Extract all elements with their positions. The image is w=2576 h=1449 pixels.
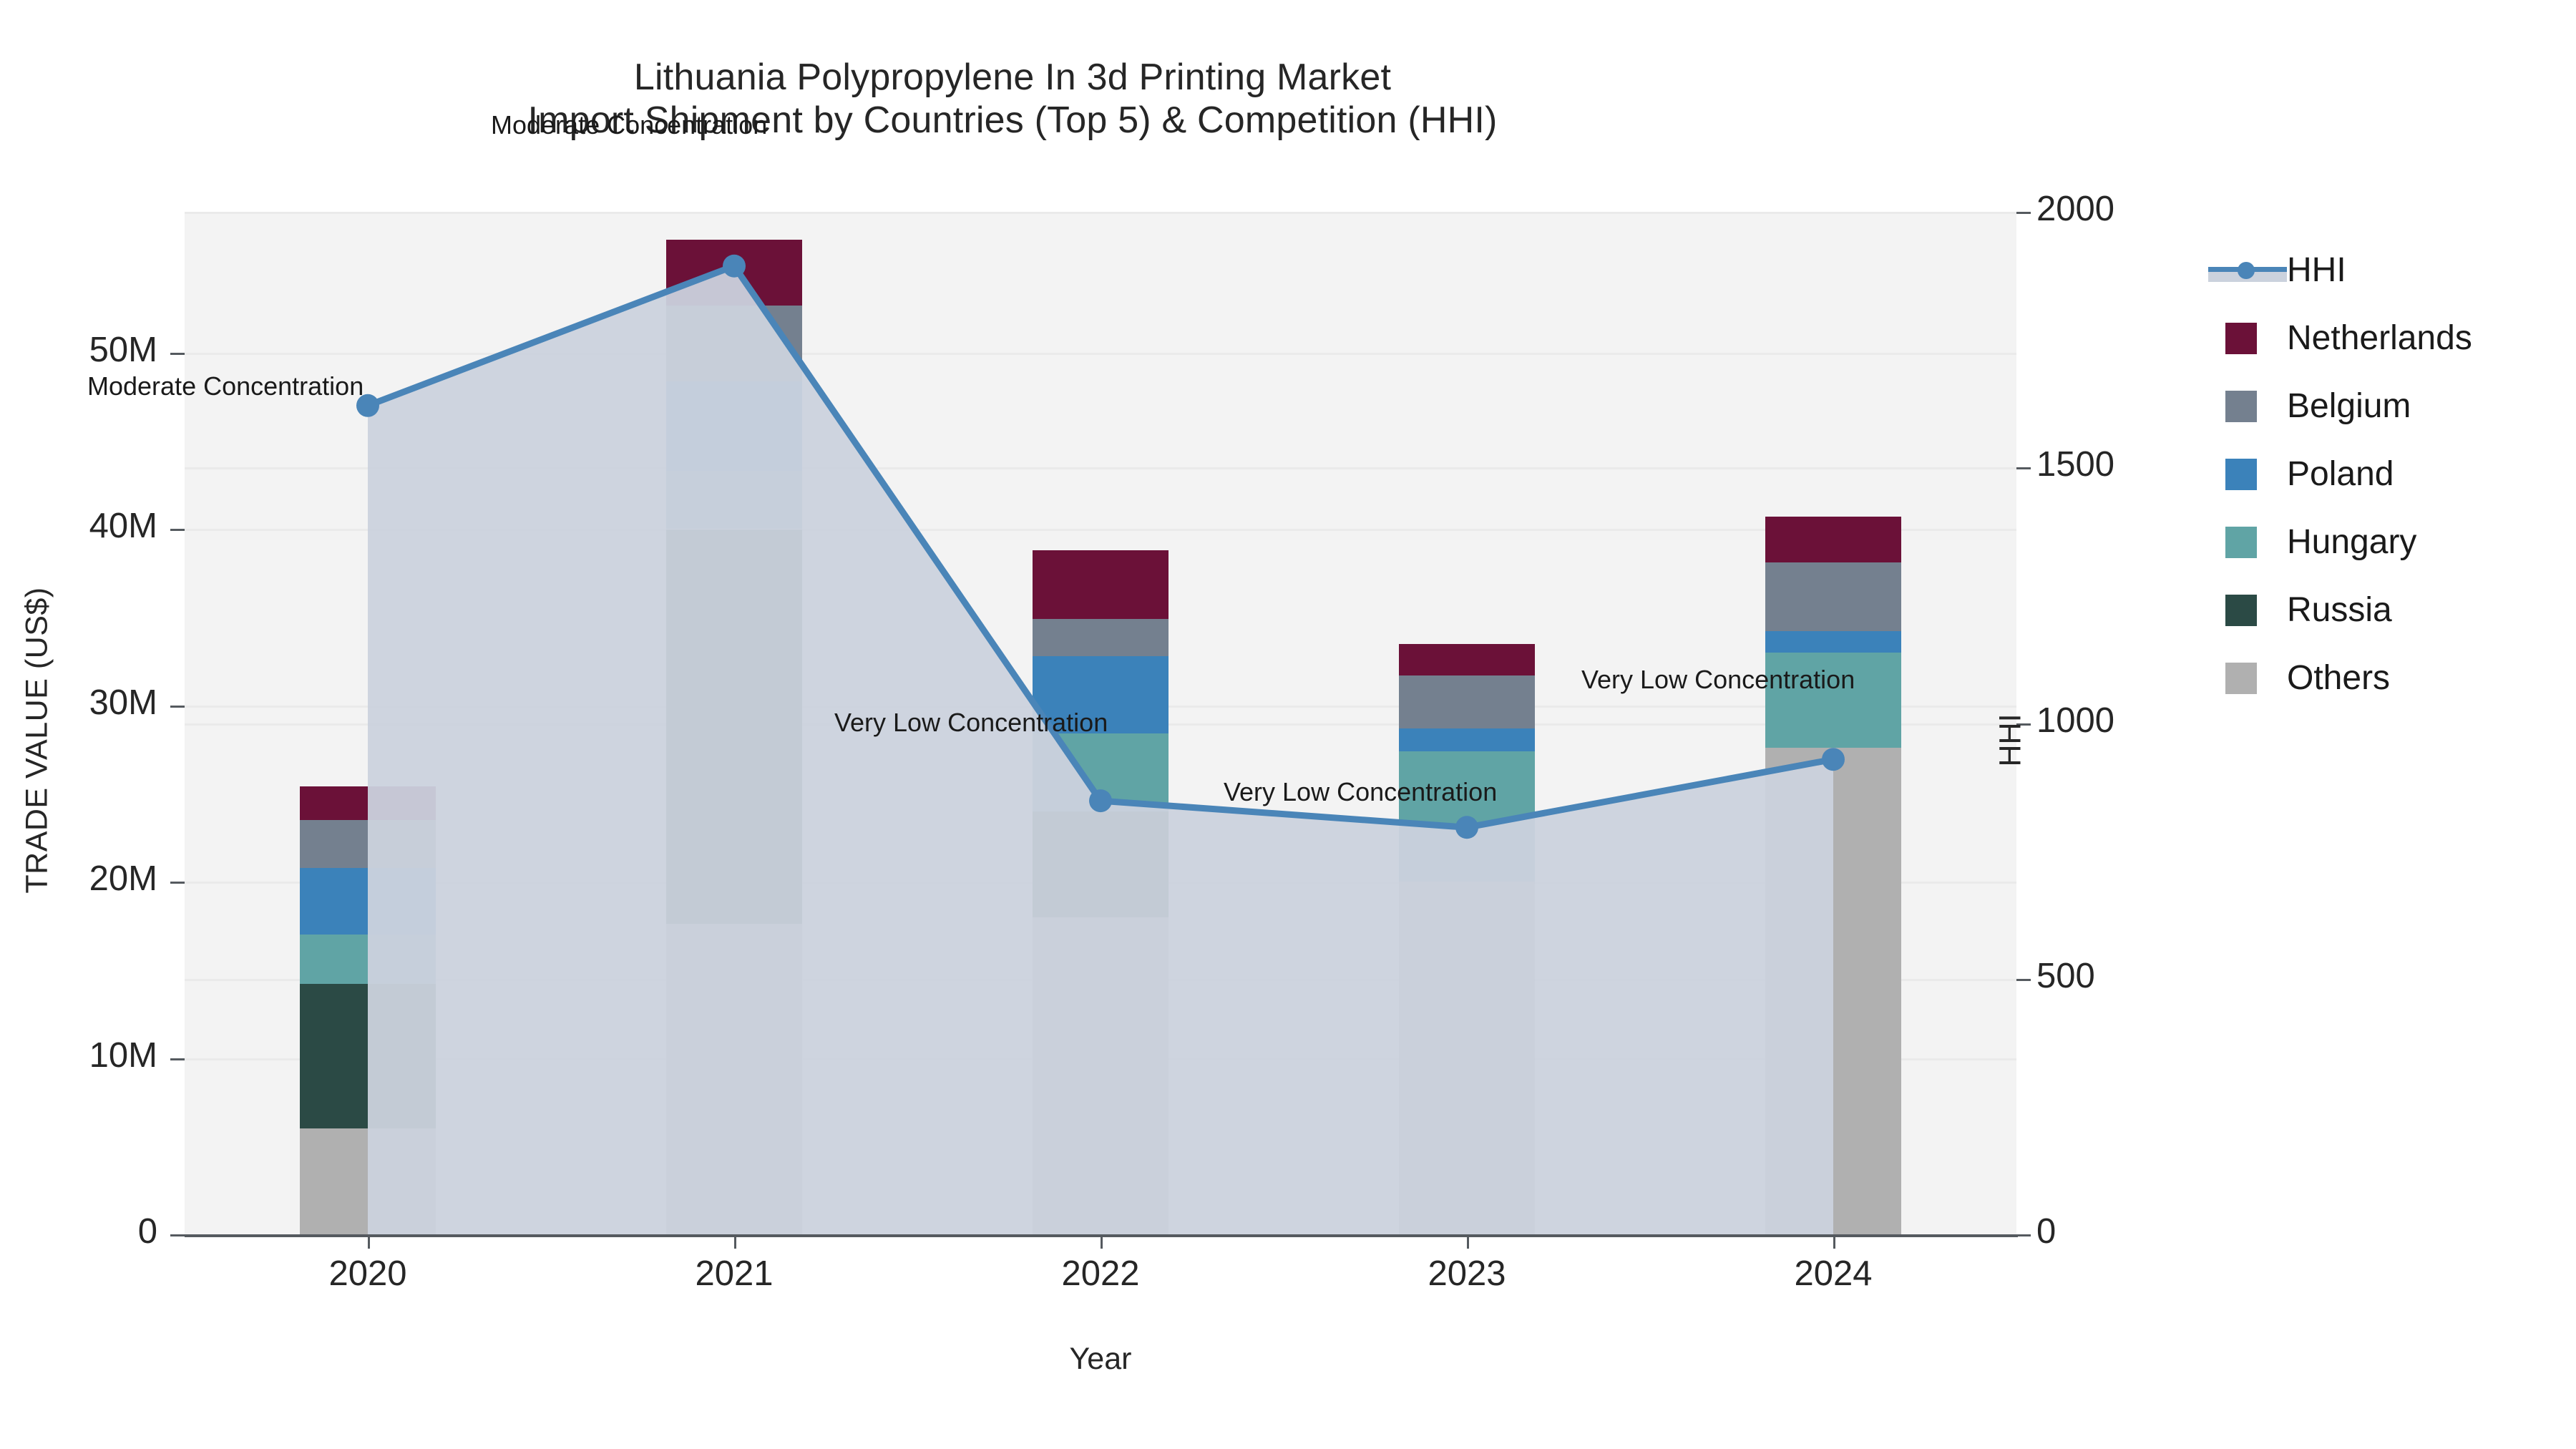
legend-item-others[interactable]: Others: [2208, 644, 2566, 712]
legend-label-belgium: Belgium: [2287, 387, 2411, 425]
legend-item-belgium[interactable]: Belgium: [2208, 372, 2566, 440]
y-tick-left: [170, 1234, 185, 1236]
y-tick-right: [2016, 723, 2031, 726]
hhi-marker-2024[interactable]: [1822, 748, 1845, 771]
hhi-marker-2023[interactable]: [1455, 816, 1478, 839]
y-tick-label-40M: 40M: [89, 507, 157, 546]
hhi-marker-2021[interactable]: [723, 254, 746, 278]
gridline-secondary: [185, 467, 2016, 470]
legend-label-netherlands: Netherlands: [2287, 319, 2472, 357]
hhi-marker-2020[interactable]: [356, 394, 379, 417]
chart-legend: HHI Netherlands Belgium Poland Hungary Russia…: [2208, 236, 2566, 712]
y2-tick-label-1000: 1000: [2036, 701, 2115, 740]
hhi-marker-2022[interactable]: [1089, 789, 1112, 813]
y-tick-label-0: 0: [137, 1212, 157, 1251]
y-axis-left-title: TRADE VALUE (US$): [19, 587, 54, 894]
hhi-line-series: [356, 254, 1845, 1235]
y-tick-label-20M: 20M: [89, 859, 157, 899]
y-tick-label-50M: 50M: [89, 331, 157, 370]
chart-subtitle-line-2: Import Shipment by Countries (Top 5) & C…: [527, 99, 1498, 142]
x-tick: [1101, 1237, 1103, 1249]
legend-swatch-others: [2225, 662, 2257, 694]
legend-item-hungary[interactable]: Hungary: [2208, 508, 2566, 576]
legend-swatch-russia: [2225, 594, 2257, 626]
y-tick-left: [170, 1058, 185, 1060]
bar-segment-netherlands[interactable]: [1399, 643, 1535, 675]
hhi-area-fill: [368, 265, 1833, 1235]
y-tick-right: [2016, 467, 2031, 470]
legend-line-icon: [2208, 255, 2287, 286]
x-tick: [734, 1237, 736, 1249]
bar-segment-belgium[interactable]: [1765, 562, 1901, 632]
x-axis-line: [185, 1234, 2018, 1237]
annotation-2020: Moderate Concentration: [87, 371, 364, 401]
legend-item-netherlands[interactable]: Netherlands: [2208, 304, 2566, 372]
bar-segment-netherlands[interactable]: [1033, 550, 1169, 620]
y-tick-label-30M: 30M: [89, 683, 157, 722]
legend-label-poland: Poland: [2287, 455, 2394, 493]
bar-segment-poland[interactable]: [1033, 655, 1169, 734]
x-tick: [1467, 1237, 1469, 1249]
x-tick-label-2021: 2021: [695, 1254, 774, 1293]
bar-segment-belgium[interactable]: [1033, 619, 1169, 656]
y-tick-left: [170, 529, 185, 532]
y-tick-right: [2016, 978, 2031, 981]
annotation-2023: Very Low Concentration: [1224, 777, 1498, 807]
x-tick-label-2022: 2022: [1061, 1254, 1140, 1293]
legend-swatch-hungary: [2225, 526, 2257, 558]
legend-item-hhi[interactable]: HHI: [2208, 236, 2566, 304]
x-tick-label-2023: 2023: [1428, 1254, 1506, 1293]
x-tick-label-2024: 2024: [1794, 1254, 1873, 1293]
y-tick-right: [2016, 1234, 2031, 1236]
bar-segment-belgium[interactable]: [1399, 675, 1535, 728]
x-tick-label-2020: 2020: [328, 1254, 407, 1293]
annotation-2022: Very Low Concentration: [834, 708, 1108, 738]
gridline: [185, 529, 2016, 532]
y-tick-left: [170, 705, 185, 708]
legend-label-others: Others: [2287, 659, 2391, 697]
y2-tick-label-0: 0: [2036, 1212, 2057, 1251]
bar-segment-poland[interactable]: [1399, 728, 1535, 751]
gridline: [185, 353, 2016, 356]
legend-swatch-netherlands: [2225, 322, 2257, 354]
bar-segment-hungary[interactable]: [1765, 652, 1901, 748]
plot-area: Moderate Concentration Moderate Concentra…: [87, 110, 2016, 1235]
y-tick-right: [2016, 212, 2031, 214]
legend-item-poland[interactable]: Poland: [2208, 440, 2566, 508]
annotation-2024: Very Low Concentration: [1581, 665, 1855, 695]
legend-item-russia[interactable]: Russia: [2208, 576, 2566, 644]
legend-label-hungary: Hungary: [2287, 523, 2417, 561]
gridline-secondary: [185, 212, 2016, 214]
y2-tick-label-2000: 2000: [2036, 190, 2115, 228]
bar-segment-poland[interactable]: [1765, 631, 1901, 653]
chart-title-line-1: Lithuania Polypropylene In 3d Printing M…: [633, 57, 1392, 98]
y-tick-label-10M: 10M: [89, 1035, 157, 1075]
bar-segment-netherlands[interactable]: [1765, 517, 1901, 563]
x-tick: [1833, 1237, 1835, 1249]
legend-label-hhi: HHI: [2287, 251, 2346, 289]
y2-tick-label-500: 500: [2036, 956, 2095, 995]
chart-title: Lithuania Polypropylene In 3d Printing M…: [0, 56, 2025, 142]
legend-swatch-poland: [2225, 458, 2257, 490]
hhi-markers: [356, 254, 1845, 839]
y-tick-left: [170, 882, 185, 884]
x-axis-title: Year: [1069, 1342, 1132, 1376]
x-tick: [368, 1237, 370, 1249]
annotation-2021: Moderate Concentration: [491, 109, 768, 140]
legend-marker-dot-icon: [2238, 261, 2255, 279]
legend-swatch-belgium: [2225, 390, 2257, 422]
y-tick-left: [170, 353, 185, 356]
y-axis-right-title: HHI: [1993, 713, 2028, 767]
y2-tick-label-1500: 1500: [2036, 445, 2115, 484]
legend-label-russia: Russia: [2287, 591, 2392, 629]
